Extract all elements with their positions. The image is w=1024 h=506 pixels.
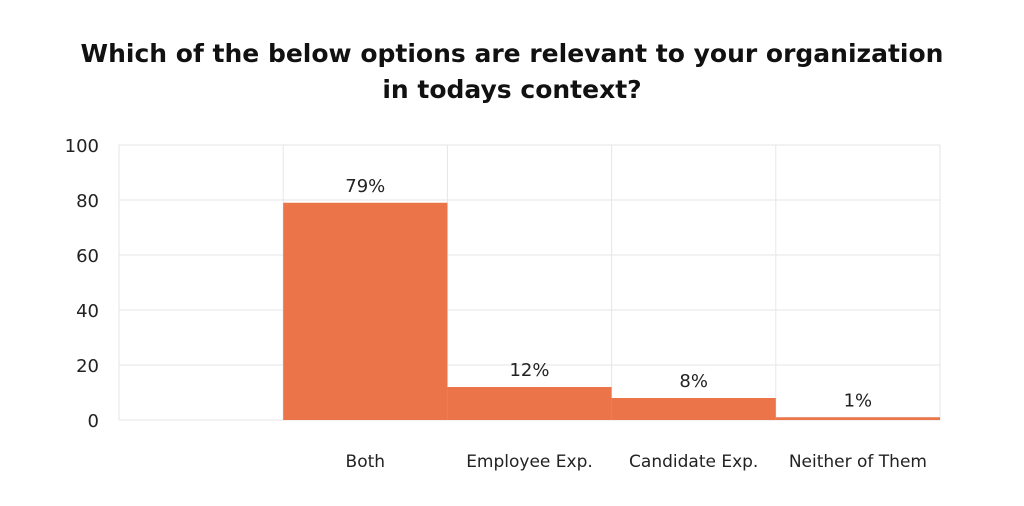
y-tick-label: 100: [65, 136, 99, 157]
y-tick-label: 60: [76, 246, 99, 267]
bar: [447, 387, 612, 420]
x-tick-label: Both: [346, 452, 386, 472]
chart-title-line-1: Which of the below options are relevant …: [80, 39, 944, 68]
x-tick-label: Employee Exp.: [466, 452, 593, 472]
data-label: 8%: [679, 371, 708, 392]
y-tick-label: 0: [88, 411, 99, 432]
bars-layer: [283, 202, 940, 420]
chart-title-line-2: in todays context?: [382, 75, 642, 104]
x-tick-label: Neither of Them: [789, 452, 927, 472]
data-label: 1%: [844, 390, 873, 411]
data-label: 12%: [509, 360, 549, 381]
data-label: 79%: [345, 176, 385, 197]
bar: [775, 417, 940, 420]
x-tick-label: Candidate Exp.: [629, 452, 758, 472]
bar: [283, 202, 448, 420]
bar: [611, 398, 776, 420]
y-tick-label: 40: [76, 301, 99, 322]
labels-layer: 0 20 40 60 80 100 79% Both 12% Employee Exp. 8% Can…: [65, 136, 927, 472]
y-tick-label: 80: [76, 191, 99, 212]
y-tick-label: 20: [76, 356, 99, 377]
chart-title: Which of the below options are relevant …: [0, 36, 1024, 108]
